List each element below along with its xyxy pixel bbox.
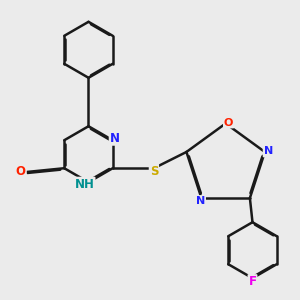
Text: NH: NH [75,178,94,190]
Text: S: S [150,165,158,178]
Text: O: O [224,118,233,128]
Text: N: N [110,132,120,145]
Text: N: N [196,196,205,206]
Text: O: O [16,165,26,178]
Text: F: F [248,275,256,288]
Text: N: N [264,146,273,157]
